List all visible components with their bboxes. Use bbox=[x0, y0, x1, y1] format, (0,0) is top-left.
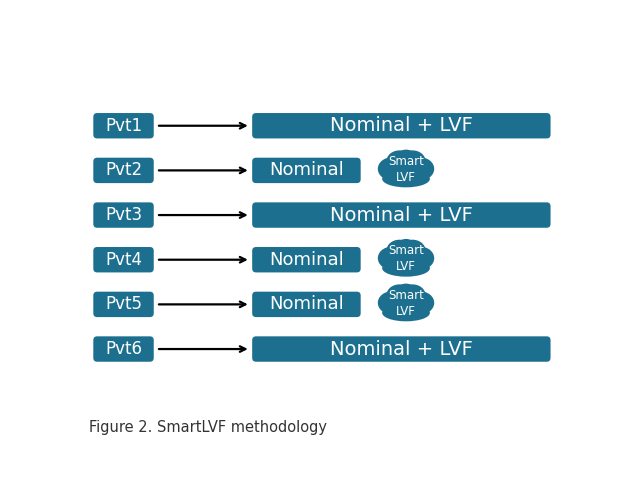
Text: Smart
LVF: Smart LVF bbox=[388, 245, 424, 273]
Text: Pvt2: Pvt2 bbox=[105, 161, 142, 180]
Ellipse shape bbox=[382, 171, 430, 187]
Text: Pvt1: Pvt1 bbox=[105, 117, 142, 135]
FancyBboxPatch shape bbox=[252, 113, 551, 138]
FancyBboxPatch shape bbox=[252, 158, 361, 183]
Text: Smart
LVF: Smart LVF bbox=[388, 155, 424, 184]
Ellipse shape bbox=[378, 291, 406, 314]
Text: Pvt4: Pvt4 bbox=[105, 250, 142, 269]
Ellipse shape bbox=[387, 284, 413, 306]
FancyBboxPatch shape bbox=[94, 247, 154, 272]
Ellipse shape bbox=[399, 240, 426, 261]
Text: Nominal + LVF: Nominal + LVF bbox=[330, 340, 473, 359]
Text: Nominal: Nominal bbox=[269, 250, 344, 269]
Text: Pvt6: Pvt6 bbox=[105, 340, 142, 358]
Ellipse shape bbox=[399, 150, 426, 172]
FancyBboxPatch shape bbox=[252, 336, 551, 362]
FancyBboxPatch shape bbox=[94, 292, 154, 317]
Ellipse shape bbox=[378, 247, 406, 270]
Text: Figure 2. SmartLVF methodology: Figure 2. SmartLVF methodology bbox=[90, 420, 328, 435]
Text: Pvt3: Pvt3 bbox=[105, 206, 142, 224]
Ellipse shape bbox=[382, 305, 430, 321]
Ellipse shape bbox=[395, 150, 417, 170]
FancyBboxPatch shape bbox=[94, 158, 154, 183]
Ellipse shape bbox=[406, 291, 434, 314]
Ellipse shape bbox=[406, 157, 434, 181]
FancyBboxPatch shape bbox=[252, 202, 551, 228]
Text: Nominal: Nominal bbox=[269, 161, 344, 180]
Ellipse shape bbox=[378, 157, 406, 181]
Ellipse shape bbox=[382, 260, 430, 277]
Ellipse shape bbox=[395, 284, 417, 304]
Ellipse shape bbox=[387, 150, 413, 172]
Ellipse shape bbox=[406, 247, 434, 270]
FancyBboxPatch shape bbox=[94, 336, 154, 362]
Ellipse shape bbox=[395, 239, 417, 259]
Text: Nominal + LVF: Nominal + LVF bbox=[330, 205, 473, 225]
Text: Smart
LVF: Smart LVF bbox=[388, 289, 424, 318]
Ellipse shape bbox=[399, 284, 426, 306]
FancyBboxPatch shape bbox=[252, 292, 361, 317]
Ellipse shape bbox=[387, 290, 426, 319]
FancyBboxPatch shape bbox=[94, 202, 154, 228]
FancyBboxPatch shape bbox=[94, 113, 154, 138]
Ellipse shape bbox=[387, 240, 413, 261]
Text: Pvt5: Pvt5 bbox=[105, 296, 142, 313]
Text: Nominal: Nominal bbox=[269, 296, 344, 313]
Ellipse shape bbox=[387, 156, 426, 185]
Ellipse shape bbox=[387, 245, 426, 274]
FancyBboxPatch shape bbox=[252, 247, 361, 272]
Text: Nominal + LVF: Nominal + LVF bbox=[330, 116, 473, 135]
